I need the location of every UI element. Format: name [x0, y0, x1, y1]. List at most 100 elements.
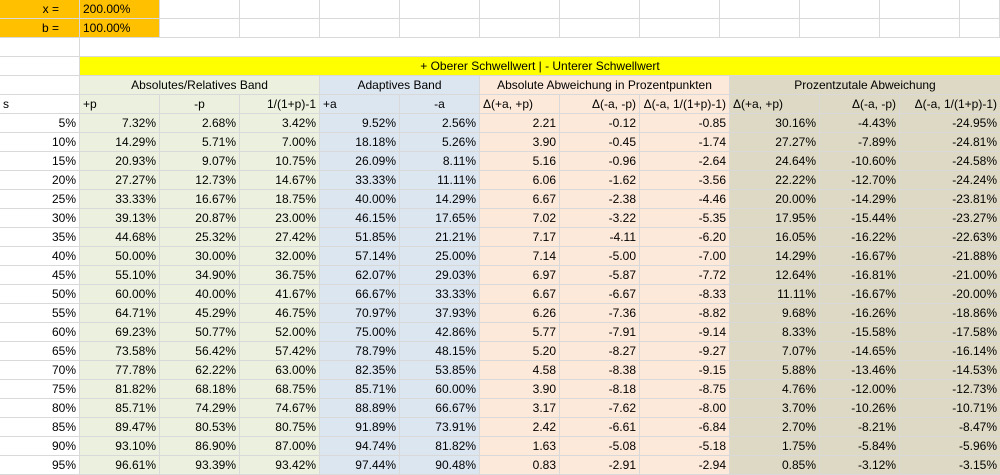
cell-absdev-1[interactable]: 3.17: [480, 399, 560, 418]
empty-cell[interactable]: [640, 19, 720, 38]
param-x-value[interactable]: 200.00%: [80, 0, 160, 19]
cell-plus-p[interactable]: 50.00%: [80, 247, 160, 266]
cell-absdev-1[interactable]: 6.67: [480, 190, 560, 209]
cell-pctdev-2[interactable]: -8.21%: [820, 418, 900, 437]
cell-minus-p[interactable]: 2.68%: [160, 114, 240, 133]
cell-plus-a[interactable]: 75.00%: [320, 323, 400, 342]
cell-pctdev-2[interactable]: -13.46%: [820, 361, 900, 380]
cell-plus-p[interactable]: 33.33%: [80, 190, 160, 209]
cell-absdev-1[interactable]: 6.97: [480, 266, 560, 285]
cell-inverse-p[interactable]: 52.00%: [240, 323, 320, 342]
cell-pctdev-3[interactable]: -23.81%: [900, 190, 1000, 209]
cell-pctdev-2[interactable]: -7.89%: [820, 133, 900, 152]
cell-absdev-3[interactable]: -6.20: [640, 228, 730, 247]
cell-absdev-1[interactable]: 6.06: [480, 171, 560, 190]
empty-cell[interactable]: [0, 38, 80, 57]
cell-absdev-2[interactable]: -8.27: [560, 342, 640, 361]
cell-minus-p[interactable]: 12.73%: [160, 171, 240, 190]
cell-minus-p[interactable]: 34.90%: [160, 266, 240, 285]
cell-s[interactable]: 90%: [0, 437, 80, 456]
column-header-minus-a[interactable]: -a: [400, 95, 480, 114]
cell-pctdev-2[interactable]: -16.67%: [820, 285, 900, 304]
param-b-value[interactable]: 100.00%: [80, 19, 160, 38]
cell-pctdev-3[interactable]: -3.15%: [900, 456, 1000, 475]
cell-absdev-3[interactable]: -9.27: [640, 342, 730, 361]
cell-inverse-p[interactable]: 41.67%: [240, 285, 320, 304]
cell-minus-a[interactable]: 17.65%: [400, 209, 480, 228]
cell-absdev-3[interactable]: -6.84: [640, 418, 730, 437]
cell-s[interactable]: 30%: [0, 209, 80, 228]
cell-pctdev-3[interactable]: -21.88%: [900, 247, 1000, 266]
cell-absdev-2[interactable]: -6.61: [560, 418, 640, 437]
cell-s[interactable]: 25%: [0, 190, 80, 209]
cell-minus-p[interactable]: 56.42%: [160, 342, 240, 361]
cell-plus-p[interactable]: 7.32%: [80, 114, 160, 133]
cell-plus-p[interactable]: 77.78%: [80, 361, 160, 380]
cell-pctdev-1[interactable]: 4.76%: [730, 380, 820, 399]
cell-s[interactable]: 55%: [0, 304, 80, 323]
cell-plus-a[interactable]: 62.07%: [320, 266, 400, 285]
empty-cell[interactable]: [240, 0, 320, 19]
cell-minus-a[interactable]: 11.11%: [400, 171, 480, 190]
column-header-plus-a[interactable]: +a: [320, 95, 400, 114]
cell-pctdev-3[interactable]: -24.58%: [900, 152, 1000, 171]
column-header-inverse-p[interactable]: 1/(1+p)-1: [240, 95, 320, 114]
cell-plus-a[interactable]: 70.97%: [320, 304, 400, 323]
cell-s[interactable]: 5%: [0, 114, 80, 133]
cell-absdev-2[interactable]: -2.91: [560, 456, 640, 475]
cell-absdev-3[interactable]: -7.72: [640, 266, 730, 285]
cell-minus-p[interactable]: 50.77%: [160, 323, 240, 342]
cell-s[interactable]: 45%: [0, 266, 80, 285]
cell-absdev-2[interactable]: -1.62: [560, 171, 640, 190]
cell-inverse-p[interactable]: 80.75%: [240, 418, 320, 437]
empty-cell[interactable]: [0, 57, 80, 76]
threshold-banner[interactable]: + Oberer Schwellwert | - Unterer Schwell…: [80, 57, 1000, 76]
cell-absdev-2[interactable]: -0.45: [560, 133, 640, 152]
cell-minus-a[interactable]: 73.91%: [400, 418, 480, 437]
cell-plus-p[interactable]: 14.29%: [80, 133, 160, 152]
empty-cell[interactable]: [960, 0, 1000, 19]
column-header-absdev-3[interactable]: Δ(-a, 1/(1+p)-1): [640, 95, 730, 114]
cell-pctdev-1[interactable]: 0.85%: [730, 456, 820, 475]
column-header-s[interactable]: s: [0, 95, 80, 114]
cell-plus-p[interactable]: 27.27%: [80, 171, 160, 190]
cell-plus-a[interactable]: 88.89%: [320, 399, 400, 418]
empty-cell[interactable]: [400, 0, 480, 19]
cell-s[interactable]: 70%: [0, 361, 80, 380]
cell-pctdev-2[interactable]: -10.60%: [820, 152, 900, 171]
cell-pctdev-1[interactable]: 3.70%: [730, 399, 820, 418]
cell-absdev-2[interactable]: -2.38: [560, 190, 640, 209]
cell-s[interactable]: 15%: [0, 152, 80, 171]
cell-minus-p[interactable]: 62.22%: [160, 361, 240, 380]
cell-absdev-1[interactable]: 5.20: [480, 342, 560, 361]
cell-pctdev-3[interactable]: -24.24%: [900, 171, 1000, 190]
cell-absdev-3[interactable]: -0.85: [640, 114, 730, 133]
cell-inverse-p[interactable]: 7.00%: [240, 133, 320, 152]
cell-pctdev-3[interactable]: -20.00%: [900, 285, 1000, 304]
cell-pctdev-3[interactable]: -22.63%: [900, 228, 1000, 247]
cell-inverse-p[interactable]: 93.42%: [240, 456, 320, 475]
cell-minus-p[interactable]: 9.07%: [160, 152, 240, 171]
cell-pctdev-1[interactable]: 1.75%: [730, 437, 820, 456]
column-header-plus-p[interactable]: +p: [80, 95, 160, 114]
cell-plus-a[interactable]: 91.89%: [320, 418, 400, 437]
cell-absdev-2[interactable]: -5.00: [560, 247, 640, 266]
cell-pctdev-1[interactable]: 20.00%: [730, 190, 820, 209]
cell-pctdev-3[interactable]: -23.27%: [900, 209, 1000, 228]
cell-pctdev-2[interactable]: -16.81%: [820, 266, 900, 285]
cell-plus-a[interactable]: 46.15%: [320, 209, 400, 228]
empty-cell[interactable]: [480, 19, 560, 38]
cell-inverse-p[interactable]: 68.75%: [240, 380, 320, 399]
cell-absdev-2[interactable]: -7.91: [560, 323, 640, 342]
column-header-absdev-1[interactable]: Δ(+a, +p): [480, 95, 560, 114]
cell-absdev-2[interactable]: -0.12: [560, 114, 640, 133]
cell-plus-a[interactable]: 78.79%: [320, 342, 400, 361]
cell-s[interactable]: 35%: [0, 228, 80, 247]
cell-pctdev-1[interactable]: 9.68%: [730, 304, 820, 323]
cell-minus-a[interactable]: 25.00%: [400, 247, 480, 266]
cell-absdev-2[interactable]: -8.38: [560, 361, 640, 380]
cell-inverse-p[interactable]: 36.75%: [240, 266, 320, 285]
cell-pctdev-2[interactable]: -4.43%: [820, 114, 900, 133]
cell-pctdev-1[interactable]: 30.16%: [730, 114, 820, 133]
cell-pctdev-2[interactable]: -16.26%: [820, 304, 900, 323]
